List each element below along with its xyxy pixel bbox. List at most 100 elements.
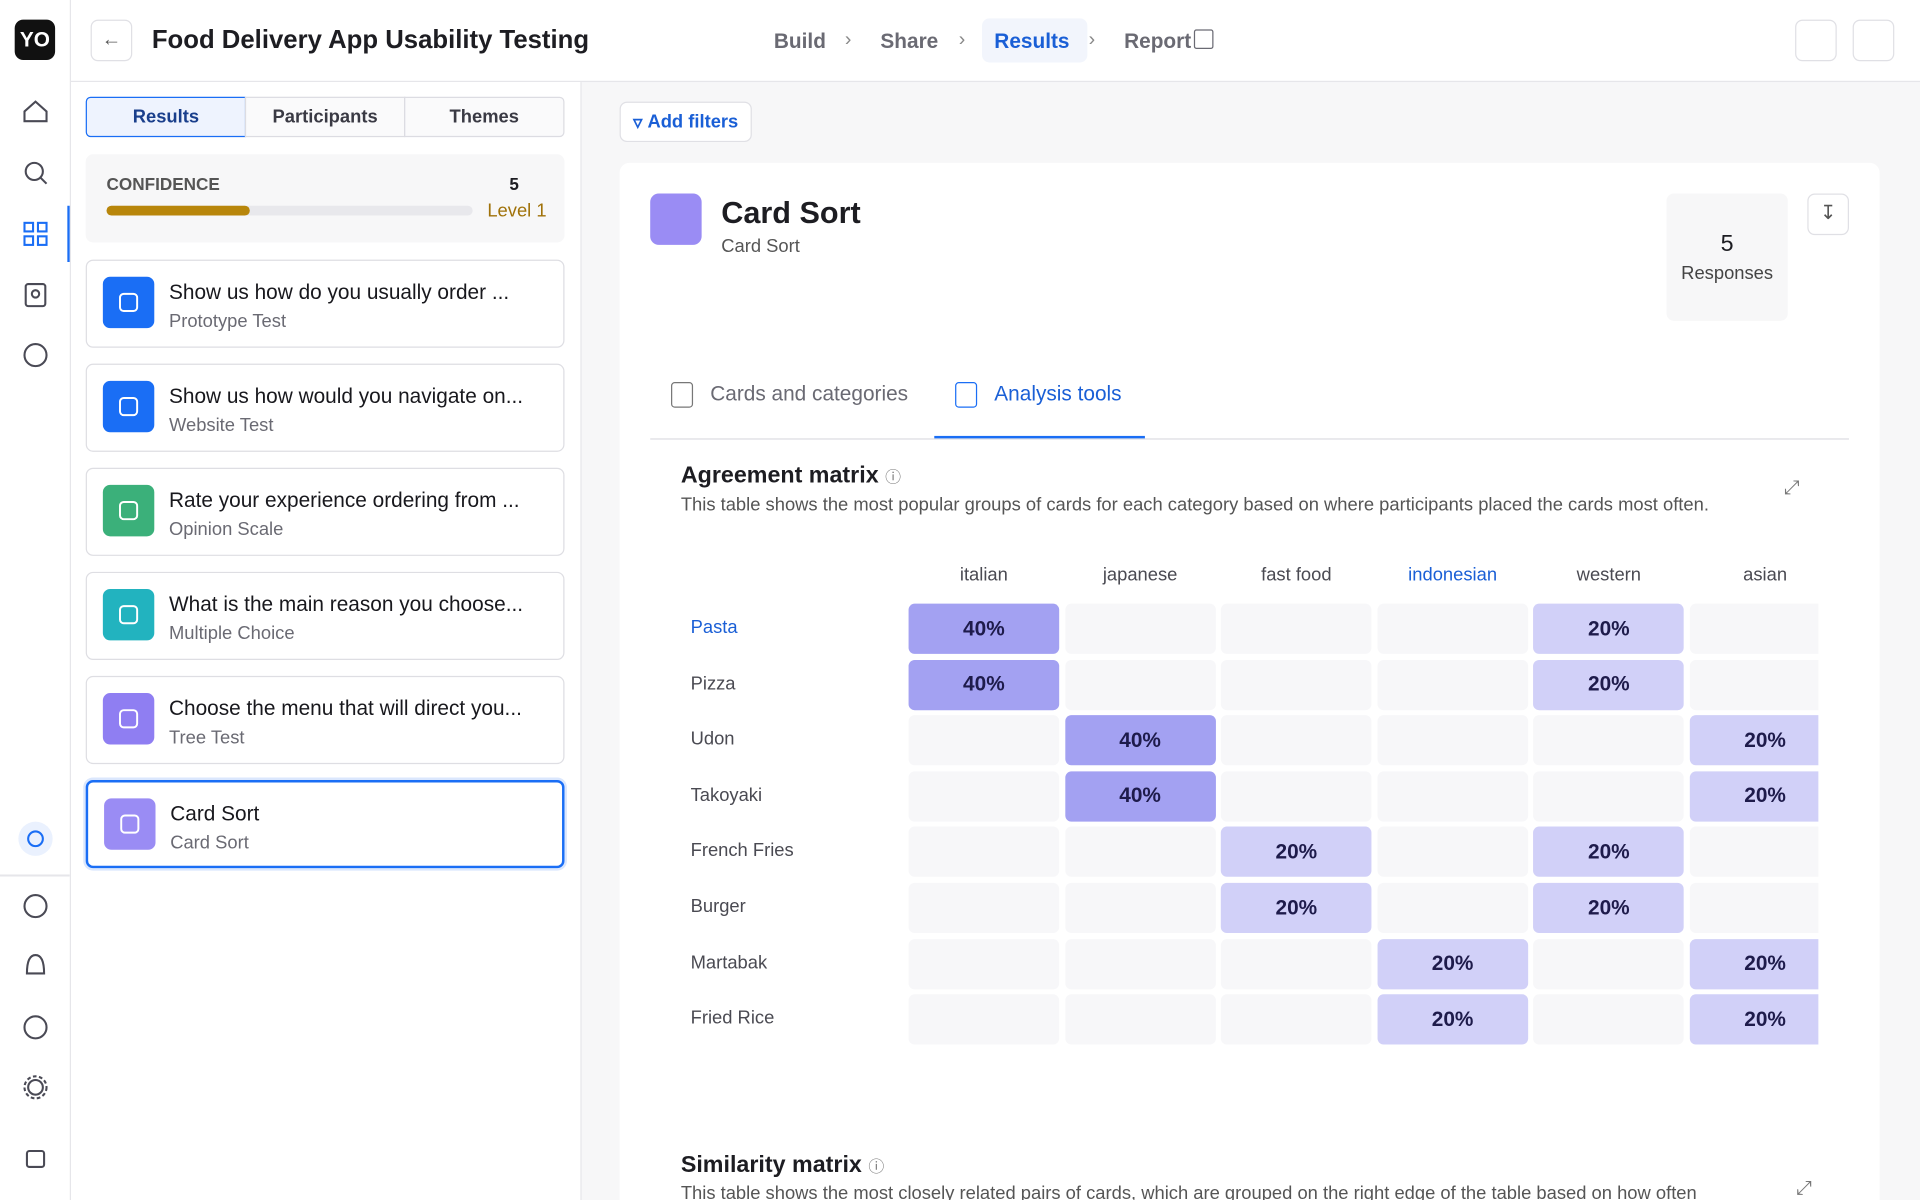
bell-icon[interactable] [25,954,46,975]
empty-cell[interactable] [1689,659,1819,710]
empty-cell[interactable] [1064,994,1216,1045]
task-card[interactable]: What is the main reason you choose... Mul… [85,571,565,661]
empty-cell[interactable] [908,938,1060,989]
panel-tab-label: Results [132,106,200,128]
row-label: Fried Rice [690,1007,775,1029]
matrix-cell[interactable]: 20% [1689,994,1819,1045]
empty-cell[interactable] [1221,771,1372,822]
empty-cell[interactable] [1221,715,1372,766]
agreement-title: Agreement matrix ⓘ [680,462,902,489]
step[interactable]: Build [773,29,826,53]
task-card[interactable]: Card Sort Card Sort [85,780,565,869]
settings-button[interactable] [1852,19,1895,62]
task-card[interactable]: Rate your experience ordering from ... Op… [85,467,565,556]
panel-tab-label: Participants [272,106,378,128]
empty-cell[interactable] [1377,715,1528,766]
matrix-cell[interactable]: 40% [1064,715,1216,766]
account-icon[interactable] [23,343,48,368]
agreement-description: This table shows the most popular groups… [680,494,1709,516]
empty-cell[interactable] [1064,827,1216,878]
empty-cell[interactable] [908,994,1060,1045]
upload-icon[interactable] [23,894,48,919]
matrix-cell[interactable]: 20% [1533,659,1685,710]
empty-cell[interactable] [1221,994,1372,1045]
empty-cell[interactable] [1377,771,1528,822]
empty-cell[interactable] [1533,938,1685,989]
row-label: French Fries [690,840,794,862]
column-label: asian [1743,564,1788,586]
empty-cell[interactable] [1377,659,1528,710]
responses-box: 5 Responses [1666,193,1788,321]
expand-button[interactable]: ⤢ [1784,477,1800,499]
empty-cell[interactable] [1064,659,1216,710]
empty-cell[interactable] [1377,827,1528,878]
panel-tab[interactable]: Results [85,96,247,138]
block-title: Card Sort [721,195,861,231]
search-icon[interactable] [24,161,44,182]
matrix-cell[interactable]: 20% [1221,882,1372,934]
active-step-bg [982,18,1088,63]
row-label: Pasta [690,617,738,638]
projects-icon[interactable] [23,221,48,246]
back-button[interactable]: ← [90,19,133,62]
home-icon[interactable] [23,100,48,123]
empty-cell[interactable] [1533,994,1685,1045]
upgrade-icon[interactable] [27,830,44,848]
matrix-cell[interactable]: 20% [1533,827,1685,878]
matrix-cell[interactable]: 20% [1377,938,1528,989]
task-card[interactable]: Show us how do you usually order ... Prot… [85,259,565,348]
matrix-cell[interactable]: 40% [908,603,1060,654]
similarity-description: This table shows the most closely relate… [680,1182,1697,1200]
logo[interactable]: YO [14,19,56,61]
panel-tab-label: Themes [449,106,519,128]
matrix-cell[interactable]: 20% [1689,715,1819,766]
matrix-cell[interactable]: 20% [1533,882,1685,934]
invite-button[interactable] [1795,19,1837,62]
matrix-cell[interactable]: 20% [1377,994,1528,1045]
contacts-icon[interactable] [24,283,47,308]
step[interactable]: Results [994,29,1070,53]
empty-cell[interactable] [1377,603,1528,654]
matrix-cell[interactable]: 20% [1221,827,1372,878]
empty-cell[interactable] [1377,882,1528,934]
panel-tab[interactable]: Participants [244,96,406,138]
empty-cell[interactable] [908,771,1060,822]
empty-cell[interactable] [1689,603,1819,654]
help-icon[interactable] [23,1015,48,1040]
empty-cell[interactable] [1064,938,1216,989]
matrix-cell[interactable]: 20% [1533,603,1685,654]
empty-cell[interactable] [908,827,1060,878]
add-filters-button[interactable]: ▿ Add filters [619,101,752,143]
step[interactable]: Report [1124,29,1192,53]
empty-cell[interactable] [908,715,1060,766]
collapse-icon[interactable] [25,1149,46,1168]
empty-cell[interactable] [908,882,1060,934]
download-button[interactable]: ↧ [1807,193,1849,236]
empty-cell[interactable] [1533,771,1685,822]
content-tab[interactable]: Cards and categories [710,382,909,406]
task-card[interactable]: Choose the menu that will direct you... T… [85,675,565,765]
step[interactable]: Share [880,29,939,53]
row-label: Pizza [690,672,736,694]
empty-cell[interactable] [1689,827,1819,878]
empty-cell[interactable] [1221,938,1372,989]
content-tab[interactable]: Analysis tools [994,382,1122,406]
empty-cell[interactable] [1689,882,1819,934]
matrix-cell[interactable]: 20% [1689,938,1819,989]
empty-cell[interactable] [1533,715,1685,766]
task-card[interactable]: Show us how would you navigate on... Webs… [85,363,565,452]
task-title: Card Sort [170,802,260,826]
task-type: Opinion Scale [168,519,284,541]
settings-icon[interactable] [27,1078,44,1096]
empty-cell[interactable] [1221,603,1372,654]
matrix-cell[interactable]: 20% [1689,771,1819,822]
panel-tab[interactable]: Themes [404,96,565,138]
row-label: Martabak [690,952,768,973]
row-label: Burger [690,896,746,918]
expand-button-2[interactable]: ⤢ [1796,1177,1813,1199]
matrix-cell[interactable]: 40% [1064,771,1216,822]
empty-cell[interactable] [1221,659,1372,710]
empty-cell[interactable] [1064,603,1216,654]
matrix-cell[interactable]: 40% [908,659,1060,710]
empty-cell[interactable] [1064,882,1216,934]
